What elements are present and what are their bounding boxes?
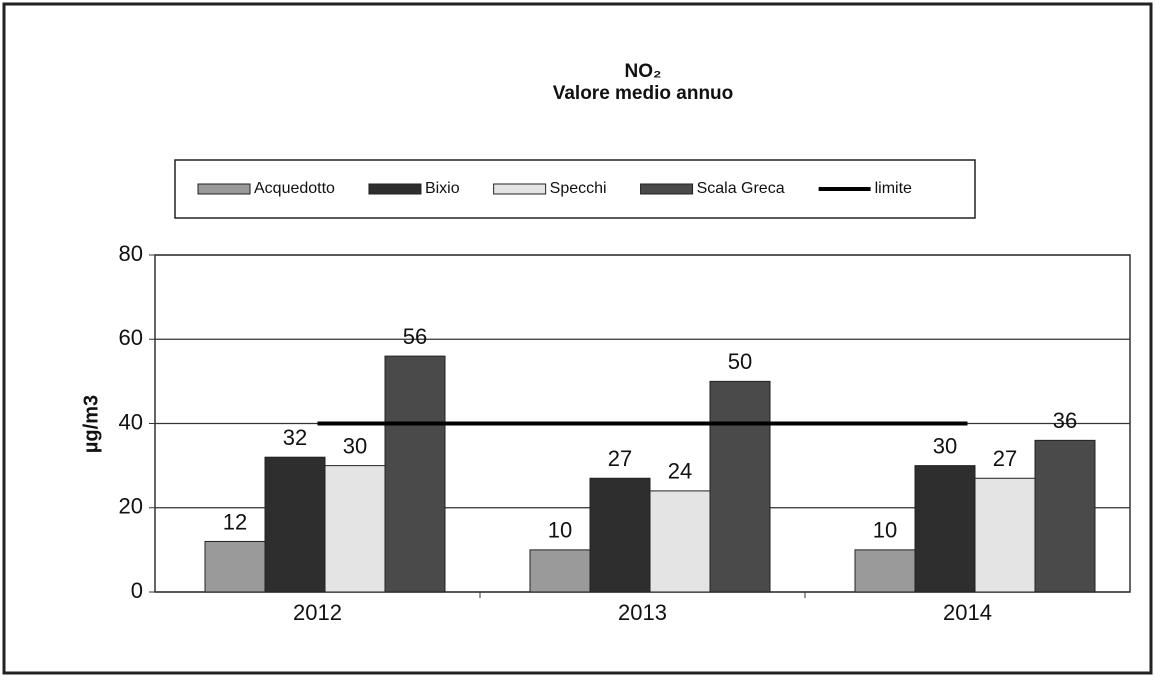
bar (384, 355, 446, 593)
data-label: 32 (283, 425, 307, 450)
x-tick-label: 2012 (293, 600, 342, 625)
data-label: 10 (873, 518, 897, 543)
bar (589, 477, 651, 593)
data-label: 30 (933, 433, 957, 458)
legend-label: Specchi (550, 180, 607, 197)
x-tick-label: 2013 (618, 600, 667, 625)
y-tick-label: 40 (119, 409, 143, 434)
legend-swatch (640, 183, 694, 195)
data-label: 36 (1053, 408, 1077, 433)
y-tick-label: 0 (131, 578, 143, 603)
bar (854, 549, 916, 593)
x-tick-label: 2014 (943, 600, 992, 625)
legend-swatch (368, 183, 422, 195)
legend-label: Acquedotto (254, 180, 335, 197)
data-label: 24 (668, 459, 692, 484)
legend-label: Scala Greca (697, 180, 785, 197)
bar (264, 456, 326, 593)
y-tick-label: 80 (119, 241, 143, 266)
bar (914, 465, 976, 593)
bar (529, 549, 591, 593)
legend-swatch (197, 183, 251, 195)
data-label: 27 (993, 446, 1017, 471)
bar (649, 490, 711, 593)
data-label: 56 (403, 324, 427, 349)
y-tick-label: 20 (119, 494, 143, 519)
data-label: 50 (728, 349, 752, 374)
y-axis-label: µg/m3 (80, 395, 102, 453)
y-tick-label: 60 (119, 325, 143, 350)
data-label: 12 (223, 509, 247, 534)
data-label: 10 (548, 518, 572, 543)
bar (204, 540, 266, 593)
chart-subtitle: Valore medio annuo (553, 83, 734, 104)
legend-label: limite (875, 180, 912, 197)
bar (709, 380, 771, 593)
bar (974, 477, 1036, 593)
data-label: 30 (343, 433, 367, 458)
bar (1034, 439, 1096, 593)
data-label: 27 (608, 446, 632, 471)
chart-title: NO₂ (625, 61, 662, 82)
legend-swatch (493, 183, 547, 195)
bar (324, 465, 386, 593)
legend-label: Bixio (425, 180, 460, 197)
